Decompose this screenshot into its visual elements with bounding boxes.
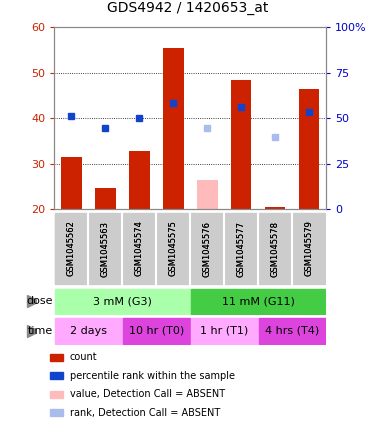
Text: count: count <box>70 352 98 362</box>
Text: dose: dose <box>26 297 53 306</box>
Bar <box>61 157 82 209</box>
Bar <box>293 213 325 284</box>
Text: percentile rank within the sample: percentile rank within the sample <box>70 371 235 381</box>
Bar <box>123 213 155 284</box>
Text: GSM1045578: GSM1045578 <box>271 220 280 277</box>
Bar <box>163 48 183 209</box>
Bar <box>259 213 291 284</box>
Bar <box>50 354 63 360</box>
Bar <box>129 151 150 209</box>
Bar <box>259 319 326 343</box>
Text: 1 hr (T1): 1 hr (T1) <box>200 326 248 336</box>
Bar <box>55 319 122 343</box>
Bar <box>123 319 190 343</box>
Text: GDS4942 / 1420653_at: GDS4942 / 1420653_at <box>107 1 268 15</box>
Bar <box>56 214 87 283</box>
Text: GSM1045562: GSM1045562 <box>67 220 76 277</box>
Text: GSM1045577: GSM1045577 <box>237 220 246 277</box>
Text: GSM1045575: GSM1045575 <box>169 220 178 277</box>
Bar <box>231 80 252 209</box>
Text: 4 hrs (T4): 4 hrs (T4) <box>265 326 320 336</box>
Text: GSM1045563: GSM1045563 <box>101 220 110 277</box>
Bar <box>50 372 63 379</box>
Text: GSM1045562: GSM1045562 <box>67 220 76 277</box>
Bar <box>158 214 189 283</box>
Bar <box>293 214 325 283</box>
Bar <box>50 409 63 416</box>
Bar <box>191 289 326 314</box>
Bar <box>89 213 122 284</box>
Text: GSM1045579: GSM1045579 <box>305 220 314 277</box>
Bar <box>299 89 320 209</box>
Bar <box>191 213 223 284</box>
Text: rank, Detection Call = ABSENT: rank, Detection Call = ABSENT <box>70 407 220 418</box>
Bar <box>55 289 190 314</box>
Bar <box>89 214 122 283</box>
Bar <box>265 207 285 209</box>
Bar <box>56 213 87 284</box>
Text: GSM1045579: GSM1045579 <box>305 220 314 277</box>
Bar <box>158 213 189 284</box>
Text: time: time <box>27 326 53 336</box>
Text: 3 mM (G3): 3 mM (G3) <box>93 297 152 306</box>
Bar <box>95 187 116 209</box>
Text: GSM1045575: GSM1045575 <box>169 220 178 277</box>
Text: GSM1045576: GSM1045576 <box>203 220 212 277</box>
Text: 10 hr (T0): 10 hr (T0) <box>129 326 184 336</box>
Text: value, Detection Call = ABSENT: value, Detection Call = ABSENT <box>70 389 225 399</box>
Bar <box>259 214 291 283</box>
Bar <box>225 214 257 283</box>
Bar <box>191 214 223 283</box>
Text: GSM1045578: GSM1045578 <box>271 220 280 277</box>
Text: GSM1045576: GSM1045576 <box>203 220 212 277</box>
Text: GSM1045574: GSM1045574 <box>135 220 144 277</box>
Text: GSM1045563: GSM1045563 <box>101 220 110 277</box>
Text: 2 days: 2 days <box>70 326 107 336</box>
Text: GSM1045577: GSM1045577 <box>237 220 246 277</box>
Text: 11 mM (G11): 11 mM (G11) <box>222 297 295 306</box>
Bar <box>225 213 257 284</box>
Text: GSM1045574: GSM1045574 <box>135 220 144 277</box>
Bar <box>191 319 258 343</box>
Bar <box>50 390 63 398</box>
Bar <box>197 180 217 209</box>
Bar <box>123 214 155 283</box>
